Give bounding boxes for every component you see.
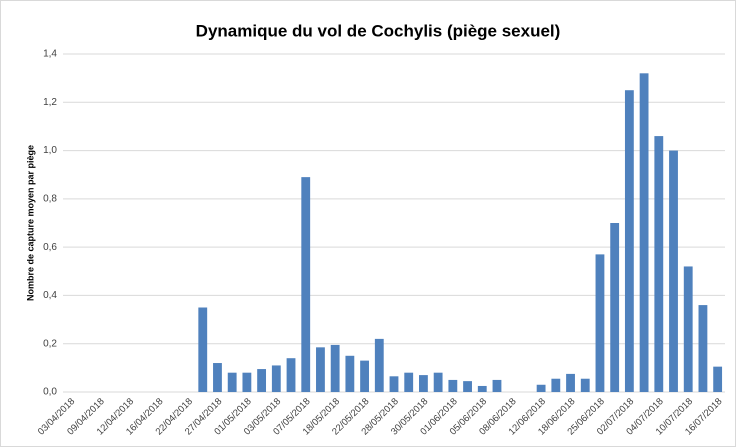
chart-title: Dynamique du vol de Cochylis (piège sexu…: [196, 21, 561, 40]
bar: [448, 379, 458, 392]
y-axis-label: Nombre de capture moyen par piège: [25, 145, 35, 301]
bar: [551, 378, 561, 392]
bar: [316, 347, 325, 392]
y-tick-label: 1,4: [43, 49, 57, 60]
y-tick-label: 0,8: [43, 193, 57, 204]
bar: [374, 338, 384, 392]
bar: [698, 305, 708, 392]
y-tick-label: 0,4: [43, 290, 57, 301]
bar: [639, 73, 649, 393]
bar: [713, 366, 723, 392]
bar: [404, 372, 414, 392]
bar: [330, 344, 340, 392]
bar: [213, 363, 222, 392]
y-tick-label: 0,6: [43, 242, 57, 253]
bar: [624, 90, 634, 392]
y-tick-label: 0,0: [43, 387, 57, 398]
bar: [433, 372, 443, 392]
bar: [257, 369, 267, 392]
bar: [345, 355, 355, 392]
bar: [360, 360, 369, 392]
bar: [286, 358, 296, 392]
bar: [227, 372, 237, 392]
y-tick-label: 0,2: [43, 338, 57, 349]
bar: [595, 254, 605, 392]
bar: [654, 136, 664, 392]
bar: [669, 150, 678, 392]
bar: [610, 223, 620, 392]
bar: [536, 384, 546, 392]
bar: [580, 378, 590, 392]
bar: [463, 381, 472, 392]
bar: [419, 375, 428, 392]
bar: [683, 266, 693, 392]
bar: [477, 385, 487, 392]
bar: [492, 379, 502, 392]
bar: [242, 372, 252, 392]
y-tick-label: 1,0: [43, 145, 57, 156]
bar: [389, 376, 399, 392]
bar: [301, 177, 311, 392]
bar: [271, 365, 281, 392]
bar: [198, 307, 208, 392]
bar: [566, 373, 575, 392]
y-tick-label: 1,2: [43, 97, 57, 108]
